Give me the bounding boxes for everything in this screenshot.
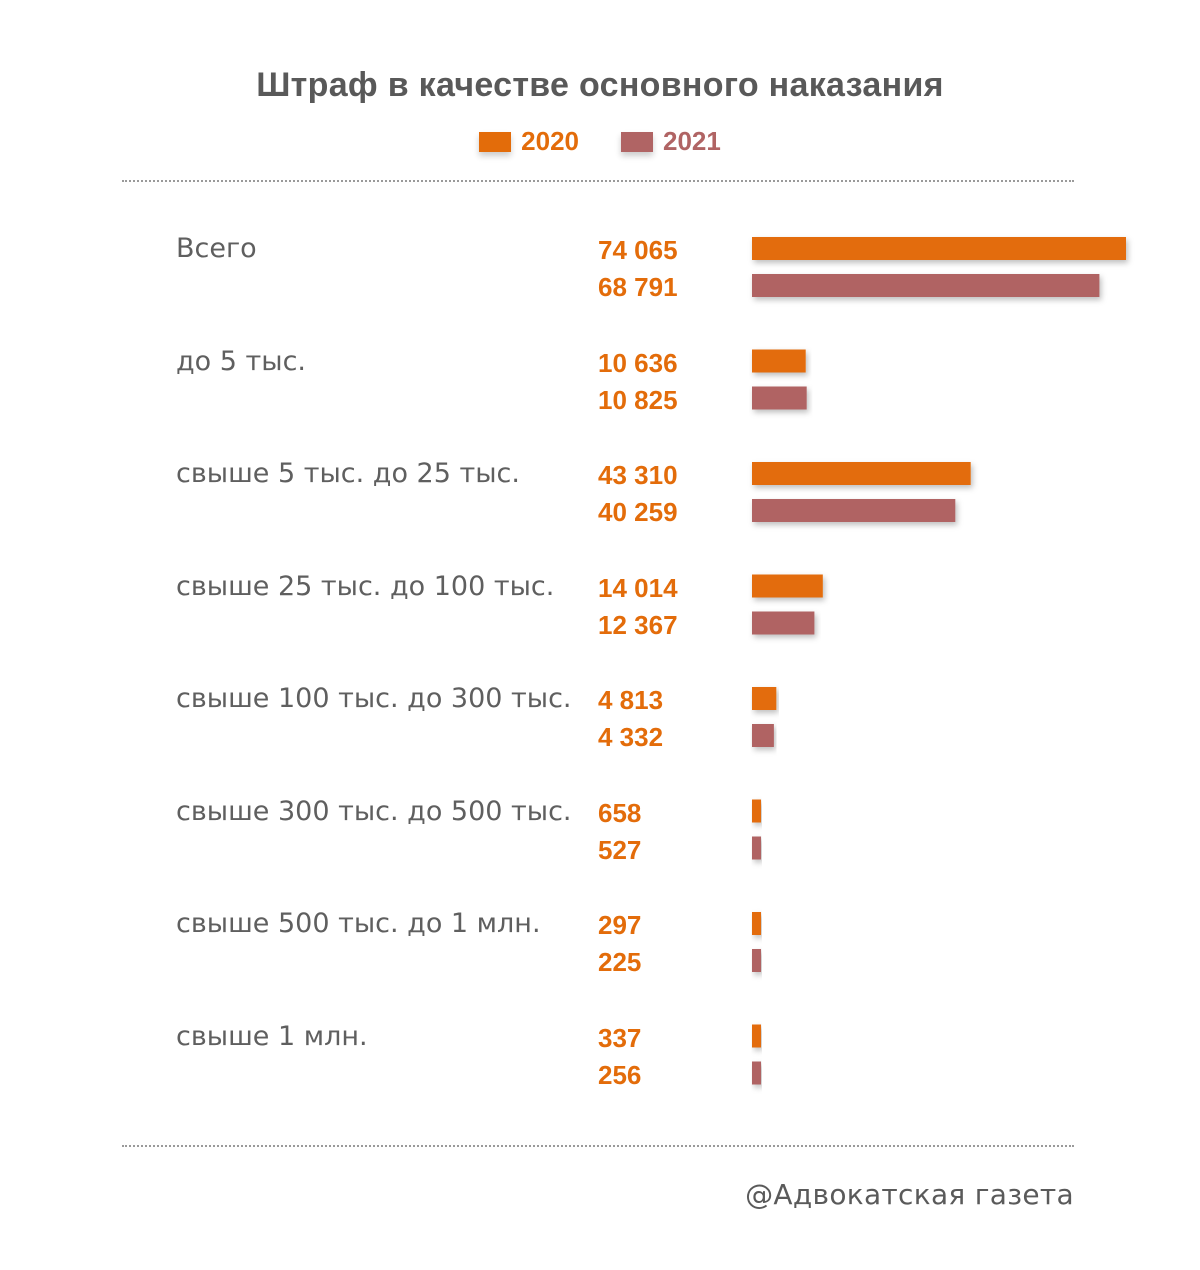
category-label: свыше 5 тыс. до 25 тыс. [176, 458, 520, 489]
value-label-2020: 10 636 [598, 347, 678, 378]
legend-item-2020: 2020 [479, 126, 579, 157]
bar-2021-0 [752, 274, 1100, 297]
bar-2021-7 [752, 1061, 761, 1085]
bar-2021-4 [752, 724, 774, 747]
value-label-2021: 225 [598, 947, 642, 977]
footer-credit: @Адвокатская газета [745, 1178, 1074, 1211]
category-label: до 5 тыс. [176, 345, 307, 377]
category-label: свыше 25 тыс. до 100 тыс. [176, 570, 555, 602]
bar-2020-6 [752, 912, 761, 935]
value-label-2021: 4 332 [598, 722, 664, 752]
bar-2021-6 [752, 949, 761, 972]
value-label-2020: 658 [598, 797, 642, 828]
bar-2020-7 [752, 1024, 761, 1048]
value-label-2021: 527 [598, 834, 642, 865]
value-label-2021: 68 791 [598, 272, 678, 302]
bar-2021-3 [752, 611, 815, 635]
top-divider [122, 180, 1074, 182]
bar-2020-5 [752, 799, 761, 823]
bar-2020-0 [752, 237, 1126, 260]
bar-2020-3 [752, 574, 823, 598]
bottom-divider [122, 1145, 1074, 1147]
category-label: свыше 1 млн. [176, 1020, 368, 1052]
category-label: свыше 500 тыс. до 1 млн. [176, 908, 541, 939]
chart-title: Штраф в качестве основного наказания [256, 66, 944, 104]
bar-2020-4 [752, 687, 777, 710]
value-label-2020: 4 813 [598, 685, 664, 715]
value-label-2021: 40 259 [598, 497, 678, 527]
value-label-2020: 14 014 [598, 572, 678, 603]
value-label-2020: 43 310 [598, 460, 678, 490]
value-label-2021: 10 825 [598, 384, 678, 415]
value-label-2020: 74 065 [598, 235, 678, 265]
value-label-2021: 12 367 [598, 609, 678, 640]
legend-label-2021: 2021 [663, 126, 721, 156]
legend-label-2020: 2020 [521, 126, 579, 156]
category-label: свыше 300 тыс. до 500 тыс. [176, 795, 572, 827]
legend-swatch-2021 [621, 131, 653, 152]
legend-swatch-2020 [479, 131, 512, 152]
bar-2020-2 [752, 462, 971, 485]
category-label: Всего [176, 233, 257, 264]
legend: 2020 2021 [0, 126, 1200, 157]
bar-2021-1 [752, 386, 807, 410]
bar-2021-5 [752, 836, 761, 860]
value-label-2021: 256 [598, 1059, 642, 1090]
legend-item-2021: 2021 [621, 126, 721, 157]
bar-2020-1 [752, 349, 806, 373]
category-label: свыше 100 тыс. до 300 тыс. [176, 683, 572, 714]
value-label-2020: 337 [598, 1022, 642, 1053]
bar-2021-2 [752, 499, 956, 522]
value-label-2020: 297 [598, 910, 642, 940]
